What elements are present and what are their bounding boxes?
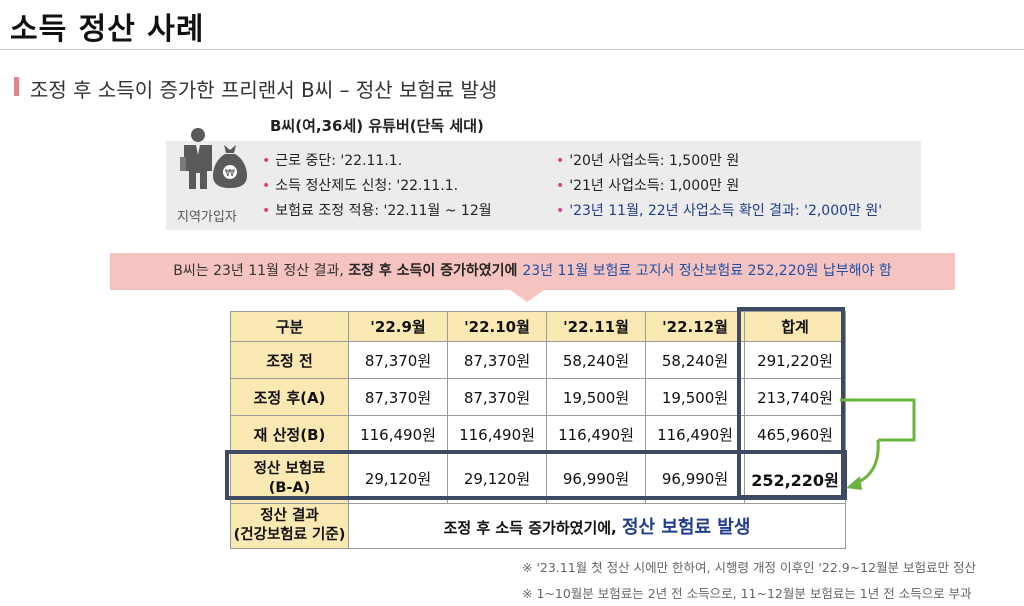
list-item: • '20년 사업소득: 1,500만 원 [556,153,740,169]
table-cell: 116,490원 [546,415,646,454]
page-title: 소득 정산 사례 [10,12,205,47]
result-cell: 조정 후 소득 증가하였기에, 정산 보험료 발생 [348,503,846,549]
section-marker [14,77,19,96]
column-header: 합계 [744,311,846,342]
total-cell: 213,740원 [744,378,846,416]
table-cell: 58,240원 [645,341,745,379]
table-cell: 116,490원 [348,415,448,454]
arrow-icon [840,398,916,490]
table-cell: 96,990원 [546,453,646,504]
profile-box [166,141,921,230]
bullet-icon: • [556,178,565,194]
total-cell: 465,960원 [744,415,846,454]
row-label: 조정 전 [230,341,349,379]
column-header: '22.9월 [348,311,448,342]
row-label: 정산 보험료 (B-A) [230,453,349,504]
profile-right-list: • '20년 사업소득: 1,500만 원 • '21년 사업소득: 1,000만 … [556,149,882,224]
table-cell: 29,120원 [348,453,448,504]
profile-left-list: • 근로 중단: '22.11.1. • 소득 정산제도 신청: '22.11.1.… [262,149,492,224]
table-row: 조정 후(A) 87,370원 87,370원 19,500원 19,500원 … [230,378,846,416]
bullet-icon: • [262,203,271,219]
bullet-icon: • [556,203,565,219]
table-cell: 87,370원 [348,378,448,416]
notice-pointer [510,290,544,302]
title-divider [0,49,1024,50]
table-cell: 29,120원 [447,453,547,504]
list-item: • 근로 중단: '22.11.1. [262,153,403,169]
businessperson-icon [180,128,212,189]
column-header: 구분 [230,311,349,342]
table-row: 재 산정(B) 116,490원 116,490원 116,490원 116,4… [230,415,846,454]
column-header: '22.11월 [546,311,646,342]
table-header-row: 구분 '22.9월 '22.10월 '22.11월 '22.12월 합계 [230,311,846,342]
table-cell: 58,240원 [546,341,646,379]
row-label: 조정 후(A) [230,378,349,416]
bullet-icon: • [262,153,271,169]
table-cell: 19,500원 [546,378,646,416]
list-item: • '21년 사업소득: 1,000만 원 [556,178,740,194]
row-label: 재 산정(B) [230,415,349,454]
table-cell: 116,490원 [447,415,547,454]
result-row: 정산 결과 (건강보험료 기준) 조정 후 소득 증가하였기에, 정산 보험료 발… [230,503,846,549]
footnote: ※ 1~10월분 보험료는 2년 전 소득으로, 11~12월분 보험료는 1년… [522,586,972,601]
footnote: ※ '23.11월 첫 정산 시에만 한하여, 시행령 개정 이후인 '22.9… [522,560,977,575]
table-cell: 96,990원 [645,453,745,504]
row-label: 정산 결과 (건강보험료 기준) [230,503,349,549]
money-bag-icon: ₩ [213,145,247,188]
column-header: '22.10월 [447,311,547,342]
svg-text:₩: ₩ [225,168,235,179]
notice-banner: B씨는 23년 11월 정산 결과, 조정 후 소득이 증가하였기에 23년 1… [110,253,955,290]
section-title: 조정 후 소득이 증가한 프리랜서 B씨 – 정산 보험료 발생 [30,78,498,102]
column-header: '22.12월 [645,311,745,342]
profile-heading: B씨(여,36세) 유튜버(단독 세대) [270,117,484,135]
table-cell: 19,500원 [645,378,745,416]
table-cell: 87,370원 [447,378,547,416]
total-cell: 291,220원 [744,341,846,379]
bullet-icon: • [556,153,565,169]
list-item: • 보험료 조정 적용: '22.11월 ~ 12월 [262,203,492,219]
bullet-icon: • [262,178,271,194]
table-row: 조정 전 87,370원 87,370원 58,240원 58,240원 291… [230,341,846,379]
list-item-highlight: • '23년 11월, 22년 사업소득 확인 결과: '2,000만 원' [556,203,883,219]
settlement-row: 정산 보험료 (B-A) 29,120원 29,120원 96,990원 96,9… [230,453,846,504]
region-label: 지역가입자 [177,210,237,225]
list-item: • 소득 정산제도 신청: '22.11.1. [262,178,459,194]
table-cell: 116,490원 [645,415,745,454]
table-cell: 87,370원 [348,341,448,379]
table-cell: 87,370원 [447,341,547,379]
premium-table: 구분 '22.9월 '22.10월 '22.11월 '22.12월 합계 조정 … [230,311,846,549]
settlement-total-cell: 252,220원 [744,453,846,504]
